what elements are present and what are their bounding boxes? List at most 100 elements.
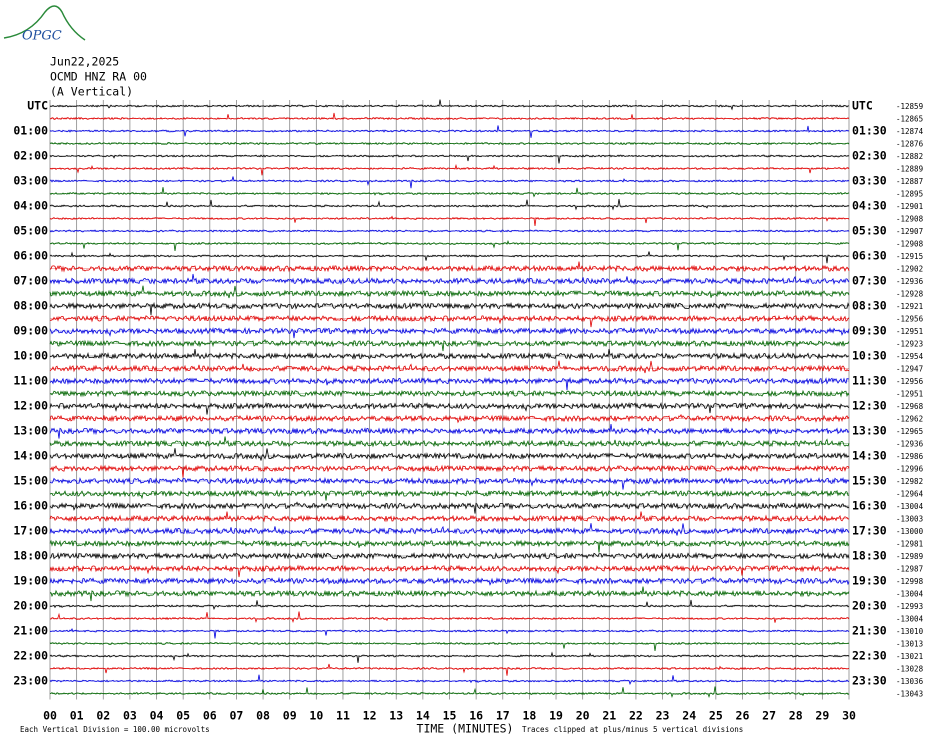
trace-offset: -13003 xyxy=(896,515,923,524)
trace-offset: -12887 xyxy=(896,177,923,186)
right-time-label: 15:30 xyxy=(852,474,887,488)
left-time-label: 22:00 xyxy=(13,649,48,663)
trace-offset: -12968 xyxy=(896,402,924,411)
seismic-trace xyxy=(49,511,849,523)
date: Jun22,2025 xyxy=(50,55,119,69)
left-time-label: 17:00 xyxy=(13,524,48,538)
left-time-label: 01:00 xyxy=(13,124,48,138)
x-axis-label: TIME (MINUTES) xyxy=(417,722,514,736)
left-time-label: 09:00 xyxy=(13,324,48,338)
seismic-trace xyxy=(49,651,850,663)
right-time-label: 06:30 xyxy=(852,249,887,263)
right-time-label: 18:30 xyxy=(852,549,887,563)
trace-offset: -13043 xyxy=(896,690,923,699)
x-tick-label: 14 xyxy=(416,709,430,723)
seismic-trace xyxy=(49,523,850,536)
seismic-trace xyxy=(49,326,850,339)
component: (A Vertical) xyxy=(50,85,133,99)
seismic-trace xyxy=(49,436,850,448)
trace-offset: -13004 xyxy=(896,615,924,624)
x-tick-label: 00 xyxy=(43,709,57,723)
trace-offset: -13000 xyxy=(896,527,924,536)
trace-offset: -12951 xyxy=(896,327,923,336)
trace-offset: -12947 xyxy=(896,365,923,374)
seismic-trace xyxy=(49,489,850,501)
seismic-trace xyxy=(49,539,850,553)
x-tick-label: 07 xyxy=(230,709,244,723)
seismic-trace xyxy=(49,611,850,624)
left-time-label: 15:00 xyxy=(13,474,48,488)
x-tick-label: 13 xyxy=(389,709,403,723)
seismic-trace xyxy=(49,240,850,251)
seismic-trace xyxy=(49,125,850,138)
seismic-trace xyxy=(49,401,850,415)
seismic-trace xyxy=(49,586,850,602)
seismic-trace xyxy=(49,476,850,490)
seismic-trace xyxy=(49,163,850,176)
trace-offset: -13004 xyxy=(896,502,924,511)
right-time-label: 22:30 xyxy=(852,649,887,663)
seismic-trace xyxy=(49,154,850,164)
x-tick-label: 03 xyxy=(123,709,137,723)
trace-offset: -12962 xyxy=(896,415,923,424)
x-tick-label: 25 xyxy=(709,709,723,723)
left-time-label: 03:00 xyxy=(13,174,48,188)
x-tick-label: 29 xyxy=(815,709,829,723)
right-time-label: UTC xyxy=(852,99,873,113)
trace-offset: -12986 xyxy=(896,452,924,461)
seismic-trace xyxy=(49,360,850,374)
seismic-trace xyxy=(49,576,850,586)
right-time-label: 20:30 xyxy=(852,599,887,613)
x-tick-label: 11 xyxy=(336,709,350,723)
trace-offset: -13021 xyxy=(896,652,923,661)
x-tick-label: 10 xyxy=(309,709,323,723)
x-tick-label: 02 xyxy=(96,709,110,723)
trace-offset: -12987 xyxy=(896,565,923,574)
x-tick-label: 12 xyxy=(363,709,377,723)
x-tick-label: 26 xyxy=(736,709,750,723)
seismic-trace xyxy=(50,112,850,121)
trace-offset: -13036 xyxy=(896,677,924,686)
seismic-trace xyxy=(49,229,850,233)
trace-offset: -12908 xyxy=(896,215,924,224)
trace-offset: -12921 xyxy=(896,302,923,311)
seismic-trace xyxy=(49,99,849,111)
trace-offset: -12915 xyxy=(896,252,923,261)
x-tick-label: 04 xyxy=(150,709,164,723)
seismic-trace xyxy=(49,187,850,198)
seismic-trace xyxy=(49,348,850,361)
seismic-trace xyxy=(49,251,850,264)
seismic-trace xyxy=(49,301,850,316)
seismic-trace xyxy=(49,564,850,578)
left-time-label: 11:00 xyxy=(13,374,48,388)
left-time-label: 13:00 xyxy=(13,424,48,438)
x-tick-label: 19 xyxy=(549,709,563,723)
trace-offset: -12901 xyxy=(896,202,923,211)
seismic-trace xyxy=(49,628,850,639)
seismic-trace xyxy=(49,261,850,273)
left-time-label: 21:00 xyxy=(13,624,48,638)
seismic-trace xyxy=(49,376,850,391)
seismic-trace xyxy=(49,448,850,461)
seismic-trace xyxy=(49,176,850,189)
seismic-trace xyxy=(49,641,849,651)
trace-offset: -12982 xyxy=(896,477,923,486)
right-time-label: 07:30 xyxy=(852,274,887,288)
seismic-trace xyxy=(49,663,850,676)
x-tick-label: 24 xyxy=(682,709,696,723)
trace-offset: -12993 xyxy=(896,602,923,611)
trace-offset: -13010 xyxy=(896,627,924,636)
trace-offset: -12874 xyxy=(896,127,924,136)
x-tick-label: 01 xyxy=(70,709,84,723)
seismic-trace xyxy=(49,464,850,478)
right-time-label: 16:30 xyxy=(852,499,887,513)
logo: OPGC xyxy=(22,29,62,44)
seismic-trace xyxy=(49,551,850,560)
right-time-label: 08:30 xyxy=(852,299,887,313)
right-time-label: 04:30 xyxy=(852,199,887,213)
seismic-trace xyxy=(49,674,850,685)
right-time-label: 19:30 xyxy=(852,574,887,588)
trace-offset: -12902 xyxy=(896,265,923,274)
x-tick-label: 23 xyxy=(656,709,670,723)
trace-offset: -12996 xyxy=(896,465,924,474)
